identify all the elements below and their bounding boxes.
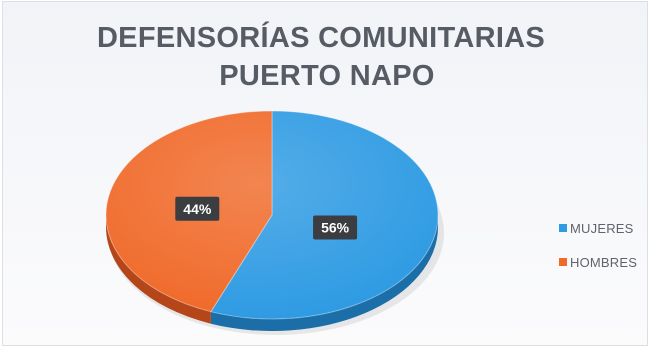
legend-label-mujeres: MUJERES — [570, 220, 634, 236]
pie-chart: 56% 44% — [105, 110, 444, 335]
data-label-mujeres: 56% — [313, 215, 358, 240]
data-label-box-mujeres — [313, 215, 358, 240]
chart-title-line1: DEFENSORÍAS COMUNITARIAS — [96, 22, 546, 54]
legend-label-hombres: HOMBRES — [570, 254, 638, 270]
chart-legend: MUJERES HOMBRES — [559, 218, 637, 286]
legend-item-mujeres: MUJERES — [559, 218, 637, 238]
data-label-text-hombres: 44% — [183, 201, 212, 217]
data-label-box-hombres — [175, 196, 220, 221]
legend-item-hombres: HOMBRES — [559, 252, 637, 272]
chart-title-line2: PUERTO NAPO — [219, 60, 435, 92]
chart-panel: DEFENSORÍAS COMUNITARIAS PUERTO NAPO 56%… — [2, 1, 648, 346]
data-label-text-mujeres: 56% — [321, 219, 350, 235]
legend-swatch-hombres — [559, 258, 567, 266]
legend-swatch-mujeres — [559, 224, 567, 232]
data-label-hombres: 44% — [175, 196, 220, 221]
